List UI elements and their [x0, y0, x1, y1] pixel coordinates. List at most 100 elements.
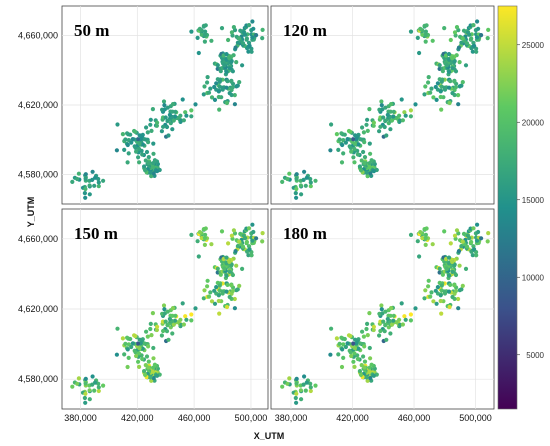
data-point	[148, 321, 153, 326]
data-point	[385, 112, 390, 117]
data-point	[135, 137, 140, 142]
data-point	[431, 299, 436, 304]
data-point	[354, 137, 359, 142]
y-tick-label: 4,660,000	[18, 234, 58, 244]
data-point	[397, 113, 402, 118]
data-point	[243, 32, 248, 37]
data-point	[96, 385, 101, 390]
data-point	[345, 341, 350, 346]
data-point	[249, 49, 254, 54]
data-point	[189, 114, 194, 119]
data-point	[294, 172, 299, 177]
data-point	[308, 176, 313, 182]
data-point	[83, 400, 88, 405]
data-point	[456, 306, 461, 311]
data-point	[456, 249, 462, 254]
data-point	[146, 359, 151, 364]
data-point	[83, 376, 88, 381]
y-tick-labels: 4,580,000 4,620,000 4,660,000 4,580,000 4,62…	[18, 31, 58, 385]
data-point	[364, 375, 369, 380]
data-point	[137, 346, 142, 351]
data-point	[384, 337, 389, 342]
data-point	[229, 79, 234, 84]
data-point	[209, 242, 214, 247]
data-point	[122, 352, 127, 357]
data-point	[181, 322, 186, 327]
data-point	[155, 120, 160, 125]
data-point	[134, 353, 139, 359]
data-point	[70, 179, 75, 184]
data-point	[384, 133, 389, 138]
data-point	[426, 80, 431, 85]
data-point	[260, 239, 265, 244]
data-point	[358, 372, 364, 377]
data-point	[304, 380, 309, 385]
data-point	[150, 165, 156, 170]
data-point	[447, 273, 452, 278]
data-point	[379, 303, 384, 308]
data-point	[485, 36, 490, 41]
data-point	[128, 132, 133, 137]
data-point	[237, 239, 242, 244]
data-point	[114, 148, 119, 153]
data-point	[143, 158, 148, 163]
data-point	[145, 130, 150, 135]
data-point	[352, 146, 357, 151]
data-point	[367, 345, 372, 351]
panels-layer: 50 m 120 m 150 m 180 m	[61, 5, 495, 410]
data-point	[440, 69, 445, 74]
data-point	[308, 385, 313, 390]
data-point	[467, 236, 472, 241]
data-point	[426, 75, 431, 80]
data-point	[216, 293, 221, 298]
data-point	[240, 244, 246, 249]
data-point	[377, 129, 382, 134]
data-point	[304, 175, 309, 180]
data-point	[379, 99, 384, 104]
data-point	[469, 36, 474, 41]
data-point	[341, 138, 346, 143]
data-point	[154, 327, 159, 333]
data-point	[349, 149, 354, 154]
data-point	[208, 86, 213, 91]
data-point	[172, 318, 178, 323]
data-point	[115, 122, 120, 127]
data-point	[161, 99, 167, 104]
data-point	[408, 114, 413, 119]
panel-title: 150 m	[74, 224, 118, 243]
data-point	[183, 314, 188, 319]
data-point	[383, 105, 388, 110]
data-point	[428, 90, 433, 95]
panel-points	[280, 19, 491, 200]
data-point	[237, 283, 242, 288]
data-point	[166, 133, 171, 138]
data-point	[96, 184, 101, 189]
data-point	[417, 254, 422, 259]
data-point	[115, 326, 120, 331]
data-point	[144, 329, 149, 334]
data-point	[294, 391, 299, 396]
data-point	[151, 141, 156, 146]
data-point	[220, 87, 225, 92]
data-point	[146, 160, 151, 166]
data-point	[217, 79, 222, 84]
data-point	[123, 341, 128, 346]
x-tick-label: 420,000	[121, 413, 154, 423]
data-point	[362, 160, 367, 166]
data-point	[368, 171, 373, 176]
data-point	[196, 50, 201, 56]
data-point	[452, 59, 457, 64]
panel-title: 50 m	[74, 21, 109, 40]
data-point	[250, 222, 255, 227]
data-point	[434, 301, 439, 306]
data-point	[378, 124, 383, 129]
data-point	[244, 36, 249, 41]
data-point	[367, 311, 372, 316]
data-point	[120, 336, 125, 341]
data-point	[367, 107, 372, 112]
data-point	[199, 32, 204, 37]
data-point	[435, 285, 440, 290]
data-point	[92, 183, 97, 188]
data-point	[294, 381, 299, 386]
data-point	[431, 95, 436, 100]
